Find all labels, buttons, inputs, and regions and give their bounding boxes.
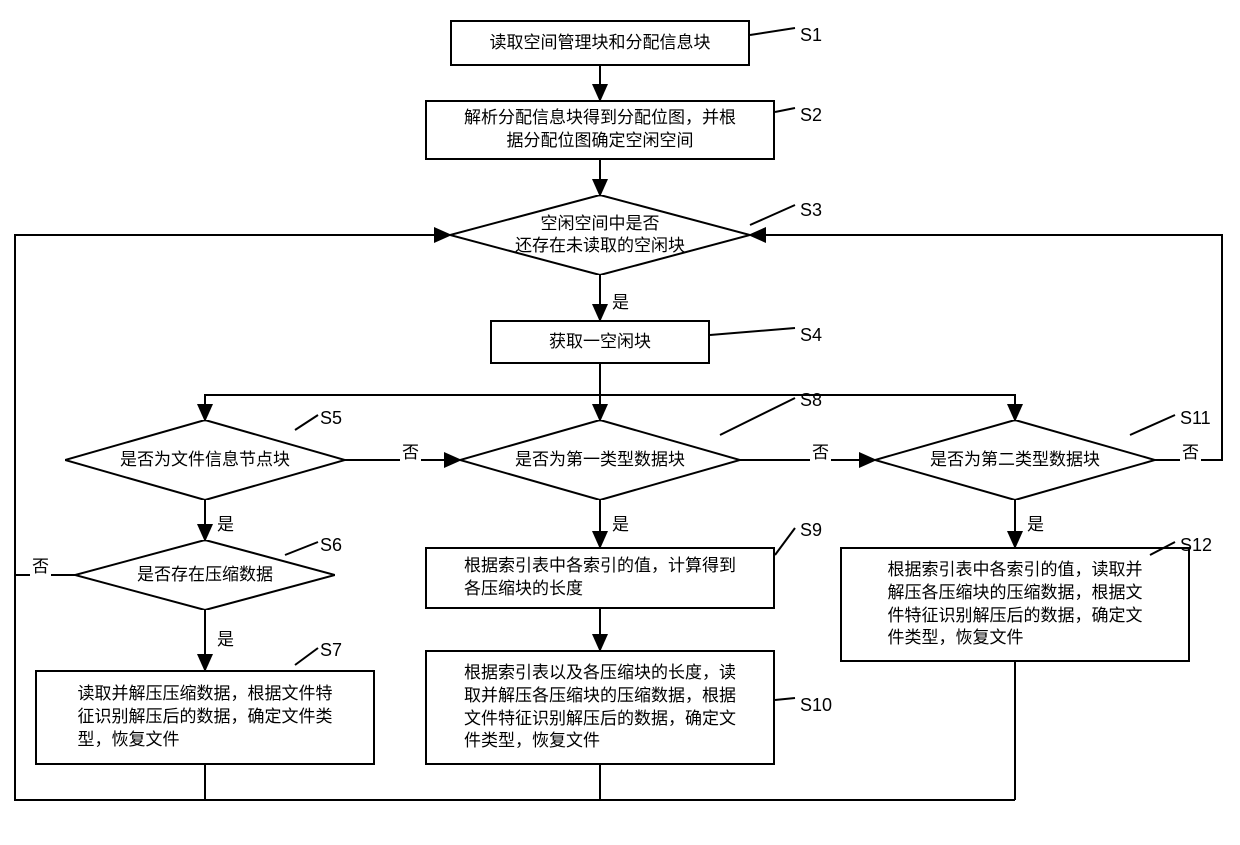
label-s10: S10 [800,695,832,716]
label-s7: S7 [320,640,342,661]
node-s7: 读取并解压压缩数据，根据文件特 征识别解压后的数据，确定文件类 型，恢复文件 [35,670,375,765]
label-s4: S4 [800,325,822,346]
node-s10: 根据索引表以及各压缩块的长度，读 取并解压各压缩块的压缩数据，根据 文件特征识别… [425,650,775,765]
node-s6-text: 是否存在压缩数据 [137,564,273,586]
node-s3: 空闲空间中是否 还存在未读取的空闲块 [450,195,750,275]
node-s8: 是否为第一类型数据块 [460,420,740,500]
node-s8-text: 是否为第一类型数据块 [515,449,685,471]
node-s11: 是否为第二类型数据块 [875,420,1155,500]
node-s7-text: 读取并解压压缩数据，根据文件特 征识别解压后的数据，确定文件类 型，恢复文件 [78,683,333,752]
node-s1-text: 读取空间管理块和分配信息块 [490,32,711,55]
label-s12: S12 [1180,535,1212,556]
node-s1: 读取空间管理块和分配信息块 [450,20,750,66]
node-s5: 是否为文件信息节点块 [65,420,345,500]
node-s9: 根据索引表中各索引的值，计算得到 各压缩块的长度 [425,547,775,609]
node-s12: 根据索引表中各索引的值，读取并 解压各压缩块的压缩数据，根据文 件特征识别解压后… [840,547,1190,662]
node-s6: 是否存在压缩数据 [75,540,335,610]
edge-s11-no: 否 [1180,438,1201,463]
label-s9: S9 [800,520,822,541]
label-s2: S2 [800,105,822,126]
label-s3: S3 [800,200,822,221]
label-s11: S11 [1180,408,1211,429]
node-s10-text: 根据索引表以及各压缩块的长度，读 取并解压各压缩块的压缩数据，根据 文件特征识别… [464,662,736,754]
label-s5: S5 [320,408,342,429]
node-s9-text: 根据索引表中各索引的值，计算得到 各压缩块的长度 [464,555,736,601]
edge-s8-no: 否 [810,438,831,463]
node-s2-text: 解析分配信息块得到分配位图，并根 据分配位图确定空闲空间 [464,107,736,153]
label-s8: S8 [800,390,822,411]
node-s2: 解析分配信息块得到分配位图，并根 据分配位图确定空闲空间 [425,100,775,160]
edge-s3-yes: 是 [610,288,631,313]
edge-s8-yes: 是 [610,510,631,535]
edge-s6-no: 否 [30,552,51,577]
edge-s6-yes: 是 [215,625,236,650]
label-s1: S1 [800,25,822,46]
edge-s5-yes: 是 [215,510,236,535]
node-s5-text: 是否为文件信息节点块 [120,449,290,471]
node-s4-text: 获取一空闲块 [549,331,651,354]
node-s4: 获取一空闲块 [490,320,710,364]
node-s12-text: 根据索引表中各索引的值，读取并 解压各压缩块的压缩数据，根据文 件特征识别解压后… [888,559,1143,651]
label-s6: S6 [320,535,342,556]
edge-s5-no: 否 [400,438,421,463]
edge-s11-yes: 是 [1025,510,1046,535]
node-s3-text: 空闲空间中是否 还存在未读取的空闲块 [515,213,685,257]
node-s11-text: 是否为第二类型数据块 [930,449,1100,471]
